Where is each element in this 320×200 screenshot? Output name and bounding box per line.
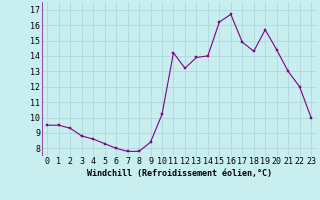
X-axis label: Windchill (Refroidissement éolien,°C): Windchill (Refroidissement éolien,°C) (87, 169, 272, 178)
